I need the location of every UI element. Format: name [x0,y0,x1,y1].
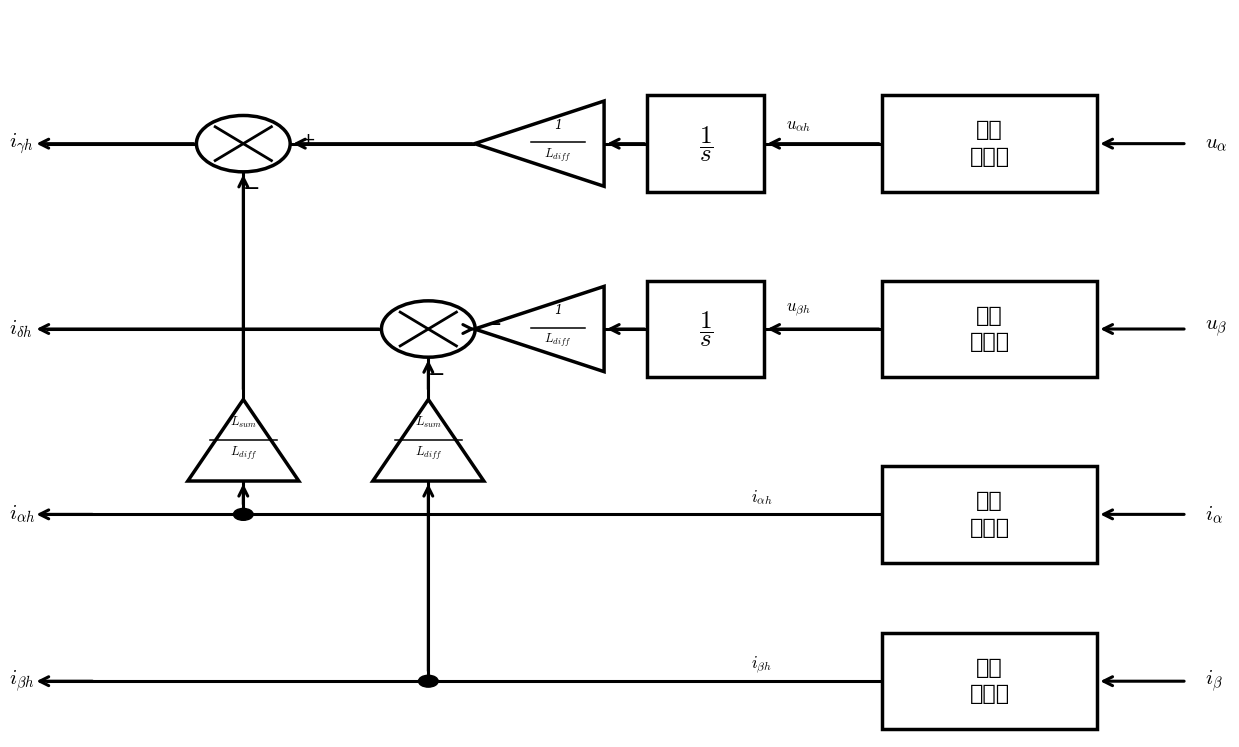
Polygon shape [475,286,605,372]
Text: +: + [300,131,315,149]
Polygon shape [188,400,299,481]
Circle shape [382,301,476,357]
Text: 带通
滤波器: 带通 滤波器 [969,306,1010,353]
Circle shape [197,116,290,172]
Text: $i_{\beta h}$: $i_{\beta h}$ [751,654,772,675]
Text: $L_{diff}$: $L_{diff}$ [415,444,442,462]
Text: $i_{\delta h}$: $i_{\delta h}$ [9,318,32,340]
Text: $L_{sum}$: $L_{sum}$ [415,415,442,430]
Polygon shape [373,400,483,481]
Text: $\dfrac{1}{s}$: $\dfrac{1}{s}$ [699,124,714,164]
Bar [882,466,1098,562]
Text: $i_{\beta}$: $i_{\beta}$ [1206,669,1223,694]
Polygon shape [475,101,605,186]
Text: −: − [243,179,260,199]
Text: $L_{diff}$: $L_{diff}$ [544,332,571,349]
Text: 1: 1 [554,304,561,317]
Bar [882,96,1098,192]
Bar [647,281,764,377]
Bar [882,633,1098,729]
Text: 1: 1 [554,119,561,131]
Text: $u_{\alpha h}$: $u_{\alpha h}$ [786,117,812,134]
Circle shape [419,675,439,687]
Text: −: − [429,365,446,385]
Text: $i_{\alpha h}$: $i_{\alpha h}$ [751,489,772,507]
Text: $i_{\beta h}$: $i_{\beta h}$ [9,669,35,694]
Text: $i_{\alpha}$: $i_{\alpha}$ [1206,504,1223,525]
Bar [647,96,764,192]
Text: $L_{diff}$: $L_{diff}$ [229,444,256,462]
Text: 带通
滤波器: 带通 滤波器 [969,492,1010,538]
Text: $\dfrac{1}{s}$: $\dfrac{1}{s}$ [699,309,714,349]
Text: $i_{\gamma h}$: $i_{\gamma h}$ [9,131,33,156]
Text: $u_{\beta h}$: $u_{\beta h}$ [786,302,810,319]
Circle shape [233,509,253,521]
Text: −: − [484,315,503,335]
Text: 带通
滤波器: 带通 滤波器 [969,658,1010,704]
Text: $L_{sum}$: $L_{sum}$ [229,415,256,430]
Text: $u_{\beta}$: $u_{\beta}$ [1206,319,1228,339]
Bar [882,281,1098,377]
Text: $i_{\alpha h}$: $i_{\alpha h}$ [9,503,36,525]
Text: $L_{diff}$: $L_{diff}$ [544,146,571,164]
Text: $u_{\alpha}$: $u_{\alpha}$ [1206,134,1228,153]
Text: 带通
滤波器: 带通 滤波器 [969,120,1010,167]
